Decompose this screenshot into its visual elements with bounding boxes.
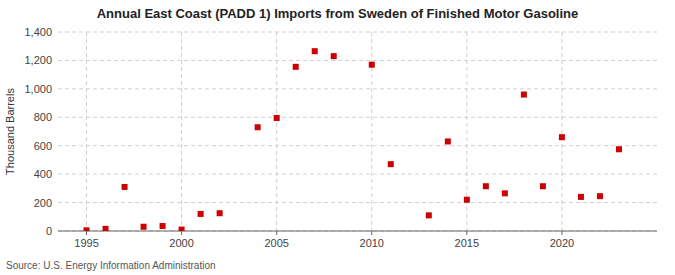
y-tick-label: 600 xyxy=(34,140,52,152)
x-tick xyxy=(276,231,277,235)
points xyxy=(84,48,622,231)
point xyxy=(445,138,451,144)
x-tick-label: 2020 xyxy=(550,237,574,249)
y-grid-line xyxy=(58,174,657,175)
y-grid-line xyxy=(58,88,657,89)
y-tick-label: 1,200 xyxy=(24,54,52,66)
point xyxy=(293,64,299,70)
point xyxy=(464,197,470,203)
grid xyxy=(58,32,657,231)
x-tick xyxy=(561,231,562,235)
point xyxy=(103,226,109,231)
point xyxy=(616,146,622,152)
point xyxy=(483,183,489,189)
y-tick-label: 800 xyxy=(34,111,52,123)
y-grid-line xyxy=(58,32,657,33)
y-grid-line xyxy=(58,145,657,146)
point xyxy=(255,124,261,130)
point xyxy=(369,62,375,68)
y-tick-label: 400 xyxy=(34,168,52,180)
x-grid-line xyxy=(561,32,562,231)
x-tick-label: 2005 xyxy=(264,237,288,249)
x-axis-line xyxy=(58,231,657,232)
x-tick xyxy=(181,231,182,235)
point xyxy=(597,193,603,199)
point xyxy=(217,210,223,216)
point xyxy=(426,212,432,218)
y-grid-line xyxy=(58,117,657,118)
x-tick-label: 2010 xyxy=(360,237,384,249)
point xyxy=(559,134,565,140)
x-tick-label: 2000 xyxy=(169,237,193,249)
point xyxy=(312,48,318,54)
point xyxy=(274,115,280,121)
point xyxy=(198,211,204,217)
point xyxy=(122,184,128,190)
source-note: Source: U.S. Energy Information Administ… xyxy=(6,260,216,271)
point xyxy=(84,227,90,231)
x-grid-line xyxy=(276,32,277,231)
y-tick-label: 1,400 xyxy=(24,26,52,38)
point xyxy=(331,53,337,59)
x-tick-label: 2015 xyxy=(455,237,479,249)
point xyxy=(141,224,147,230)
y-grid-line xyxy=(58,202,657,203)
point xyxy=(502,190,508,196)
point xyxy=(179,227,185,231)
y-tick-label: 0 xyxy=(46,225,52,237)
x-tick xyxy=(371,231,372,235)
x-tick xyxy=(466,231,467,235)
title: Annual East Coast (PADD 1) Imports from … xyxy=(97,6,579,21)
point xyxy=(540,183,546,189)
x-tick xyxy=(86,231,87,235)
point xyxy=(578,194,584,200)
point xyxy=(160,223,166,229)
x-grid-line xyxy=(181,32,182,231)
chart: Annual East Coast (PADD 1) Imports from … xyxy=(0,0,675,275)
y-axis-label: Thousand Barrels xyxy=(4,88,16,175)
y-grid-line xyxy=(58,60,657,61)
point xyxy=(521,92,527,98)
y-tick-label: 1,000 xyxy=(24,83,52,95)
x-grid-line xyxy=(86,32,87,231)
y-grid-line xyxy=(58,231,657,232)
y-tick-label: 200 xyxy=(34,197,52,209)
point xyxy=(388,161,394,167)
x-tick-label: 1995 xyxy=(74,237,98,249)
